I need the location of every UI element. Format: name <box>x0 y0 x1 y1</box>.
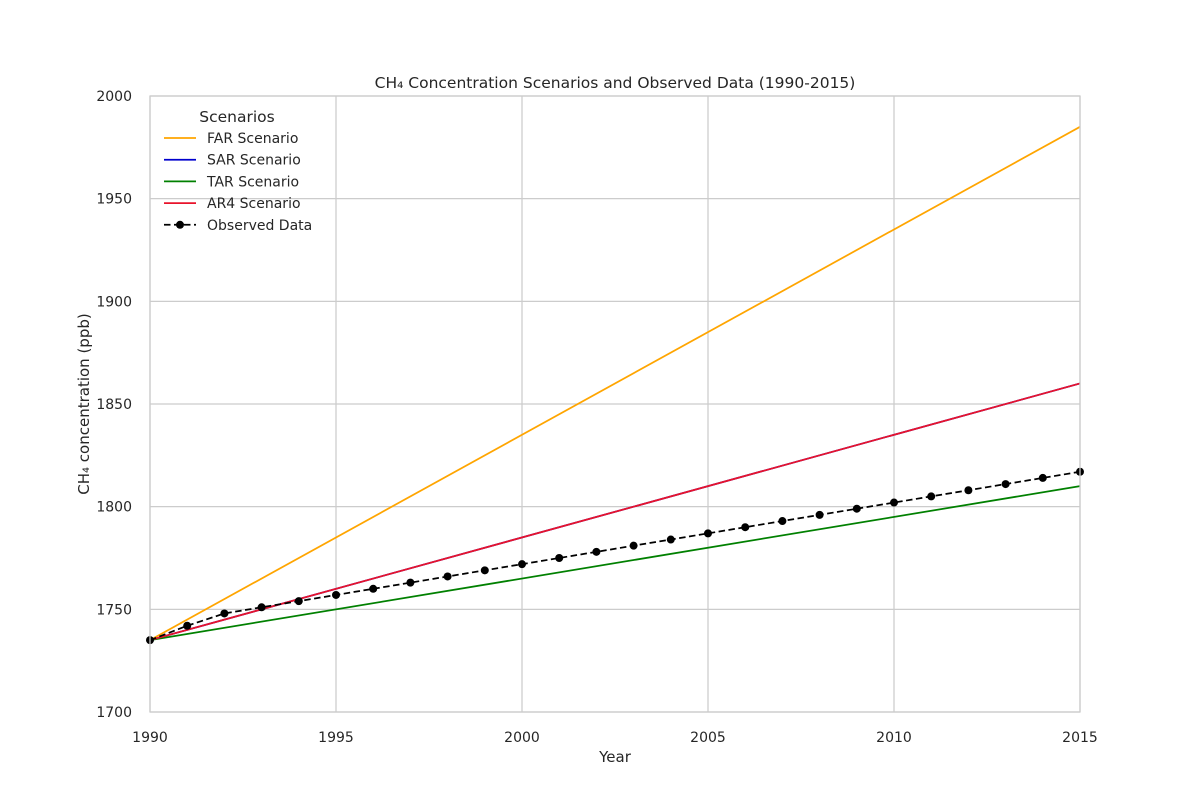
x-axis-label: Year <box>598 748 632 766</box>
x-tick-label: 2005 <box>690 730 726 746</box>
observed-data-point <box>220 609 229 618</box>
series-line-far-scenario <box>149 126 1081 641</box>
y-axis-label: CH₄ concentration (ppb) <box>75 313 93 494</box>
observed-data-point <box>927 492 936 501</box>
observed-data-point <box>666 535 675 544</box>
observed-data-point <box>518 560 526 569</box>
x-tick-label: 2000 <box>504 730 540 746</box>
observed-data-point <box>183 621 192 630</box>
observed-data-point <box>815 510 824 519</box>
y-tick-label: 1800 <box>96 500 132 516</box>
series-line-tar-scenario <box>149 485 1081 641</box>
observed-data-point <box>741 523 750 532</box>
y-tick-label: 1700 <box>96 705 132 721</box>
legend-entry-label: Observed Data <box>207 218 312 234</box>
observed-data-point <box>1038 473 1047 482</box>
observed-data-point <box>592 547 601 556</box>
observed-data-point <box>555 554 564 562</box>
observed-data-point <box>964 486 973 495</box>
y-tick-label: 1900 <box>96 294 132 310</box>
legend-title: Scenarios <box>199 108 274 126</box>
series-line-observed-data <box>149 470 1081 641</box>
plot-frame <box>149 95 1081 713</box>
series-layer <box>146 126 1084 645</box>
x-tick-label: 2015 <box>1062 730 1098 746</box>
x-tick-label: 1995 <box>318 730 354 746</box>
observed-data-point <box>852 504 861 513</box>
x-tick-label: 1990 <box>132 730 168 746</box>
legend-marker <box>176 220 184 229</box>
y-tick-label: 2000 <box>96 89 132 105</box>
y-tick-label: 1850 <box>96 397 132 413</box>
observed-data-point <box>629 541 638 550</box>
observed-data-point <box>406 578 415 587</box>
y-tick-label: 1950 <box>96 192 132 208</box>
legend-entry-label: AR4 Scenario <box>207 196 301 212</box>
chart-title: CH₄ Concentration Scenarios and Observed… <box>375 74 856 92</box>
observed-data-point <box>1001 480 1010 489</box>
x-ticks: 1990 1995 2000 2005 2010 2015 <box>132 730 1098 746</box>
series-line-ar4-scenario <box>149 382 1081 641</box>
observed-data-point <box>443 572 452 581</box>
y-tick-label: 1750 <box>96 602 132 618</box>
legend-entry-label: SAR Scenario <box>207 153 301 169</box>
x-tick-label: 2010 <box>876 730 912 746</box>
observed-data-point <box>257 603 266 612</box>
observed-data-point <box>369 584 378 593</box>
observed-data-point <box>480 566 489 575</box>
observed-data-point <box>890 498 898 507</box>
observed-data-point <box>704 529 712 538</box>
y-ticks: 1700 1750 1800 1850 1900 1950 2000 <box>96 89 132 721</box>
legend-entry-label: FAR Scenario <box>207 131 298 147</box>
legend-entry-label: TAR Scenario <box>206 174 299 190</box>
observed-data-point <box>332 590 340 599</box>
observed-data-point <box>294 597 303 606</box>
legend: Scenarios FAR Scenario SAR Scenario TAR Sc… <box>164 108 312 234</box>
observed-data-point <box>778 517 787 526</box>
